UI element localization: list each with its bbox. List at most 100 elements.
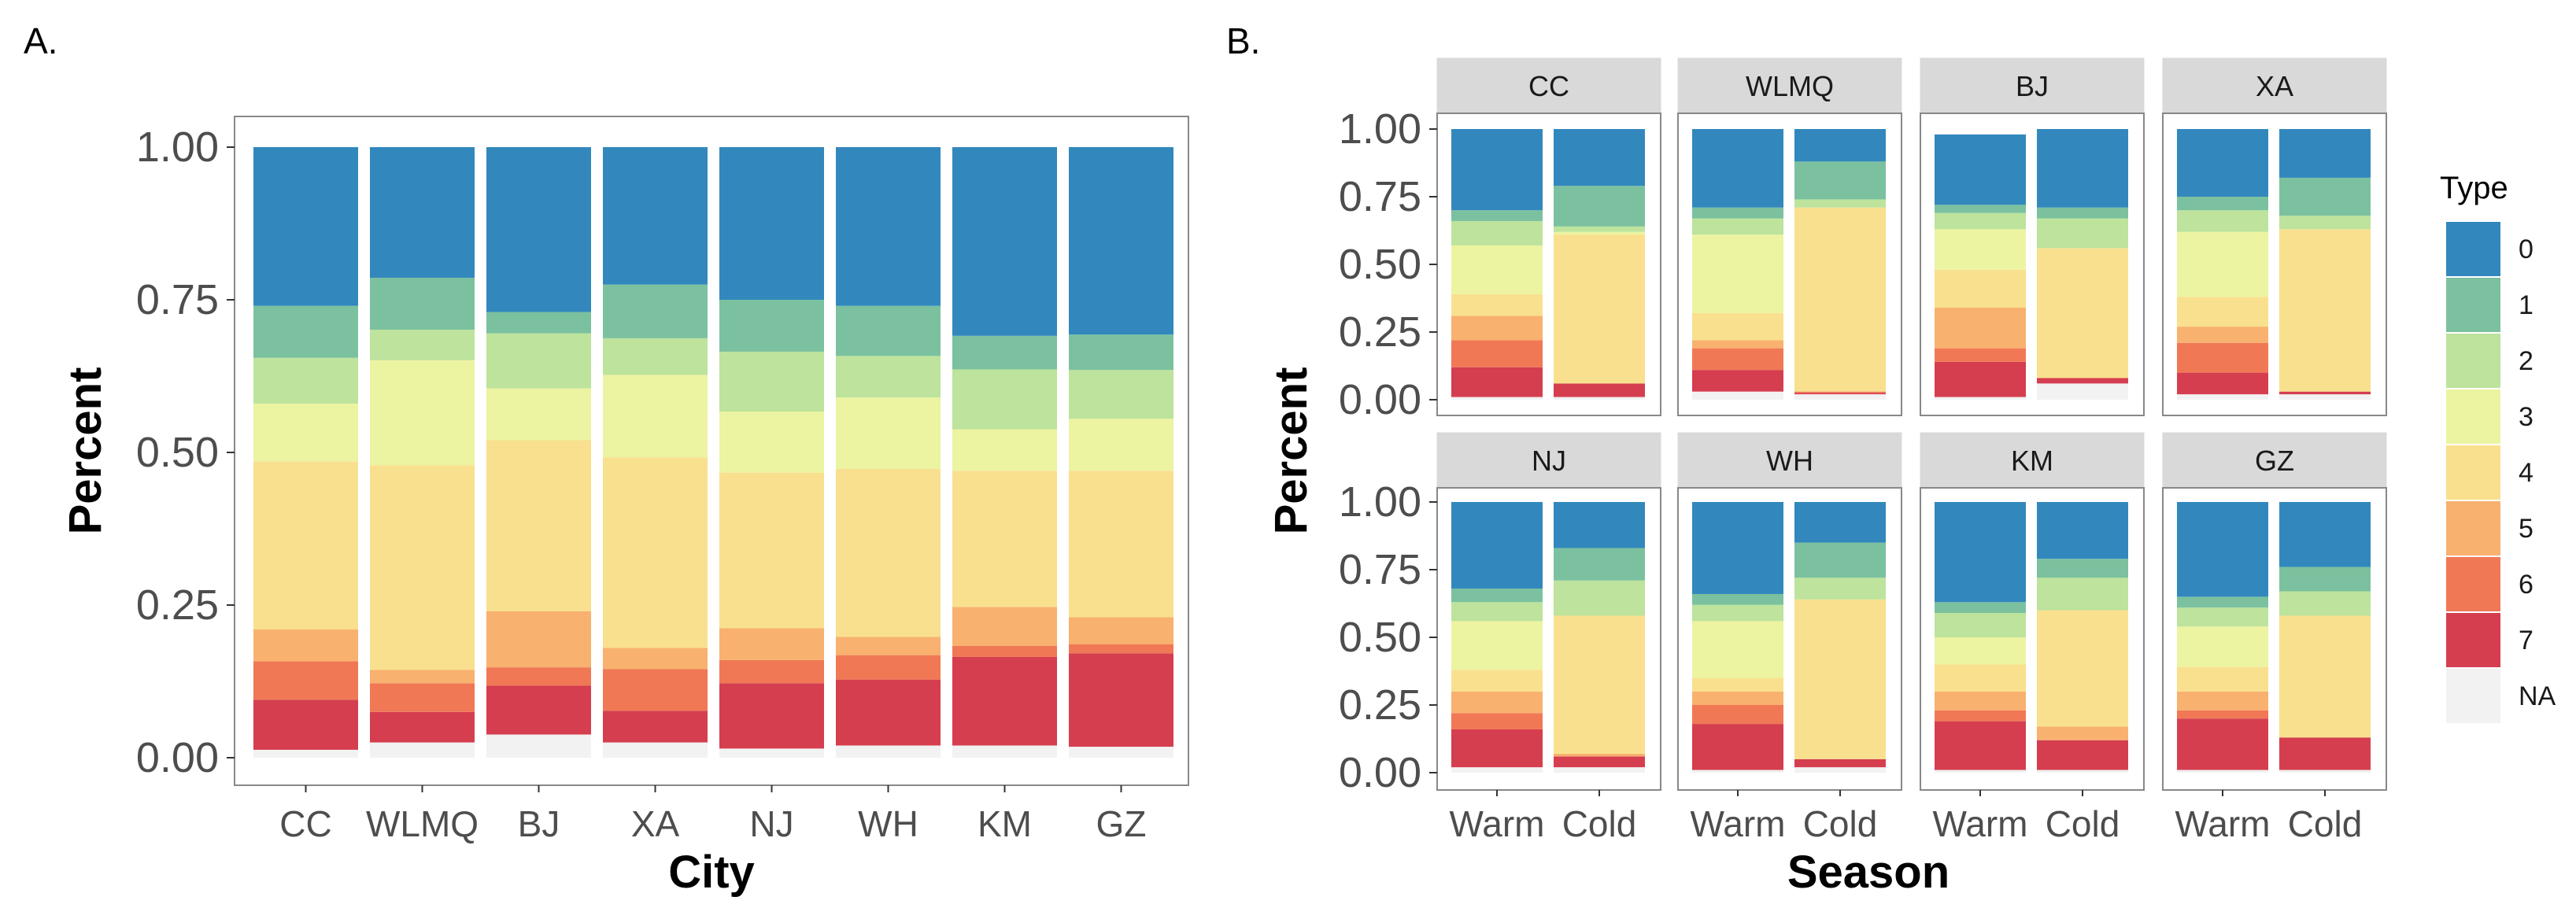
- bar-segment-BJ-Warm-type-NA: [1935, 397, 2026, 400]
- bar-segment-WLMQ-type-4: [370, 465, 475, 670]
- bar-segment-WH-type-3: [836, 397, 941, 469]
- bar-segment-KM-type-5: [952, 607, 1057, 646]
- bar-segment-CC-type-4: [253, 461, 358, 630]
- bar-segment-GZ-type-0: [1069, 147, 1173, 335]
- bar-segment-KM-Warm-type-7: [1935, 721, 2026, 770]
- legend-title: Type: [2440, 171, 2508, 205]
- x-tick-label: WH: [858, 803, 918, 844]
- x-tick-label: GZ: [1096, 803, 1147, 844]
- x-tick-label: Warm: [1691, 803, 1786, 844]
- bar-segment-KM-Warm-type-3: [1935, 637, 2026, 665]
- bar-segment-XA-type-3: [603, 375, 708, 458]
- bar-segment-WLMQ-Warm-type-3: [1692, 234, 1783, 313]
- legend-label: 5: [2519, 514, 2533, 544]
- bar-segment-CC-type-6: [253, 661, 358, 700]
- bar-segment-NJ-Warm-type-2: [1451, 602, 1543, 622]
- bar-segment-KM-type-2: [952, 369, 1057, 430]
- bar-segment-NJ-Warm-type-3: [1451, 621, 1543, 670]
- bar-segment-WLMQ-Warm-type-4: [1692, 312, 1783, 341]
- bar-segment-WLMQ-Warm-type-NA: [1692, 391, 1783, 400]
- bar-segment-BJ-Warm-type-4: [1935, 269, 2026, 308]
- bar-segment-CC-Warm-type-1: [1451, 210, 1543, 221]
- bar-segment-GZ-type-2: [1069, 370, 1173, 419]
- bar-segment-XA-type-4: [603, 457, 708, 648]
- legend-label: NA: [2519, 681, 2556, 711]
- bar-segment-GZ-type-6: [1069, 644, 1173, 654]
- bar-segment-XA-Warm-type-NA: [2177, 394, 2268, 400]
- y-tick-label: 0.25: [136, 581, 219, 629]
- bar-segment-CC-Warm-type-2: [1451, 220, 1543, 245]
- bar-segment-GZ-type-5: [1069, 617, 1173, 644]
- bar-segment-GZ-type-7: [1069, 653, 1173, 747]
- bar-segment-KM-Cold-type-0: [2037, 502, 2128, 559]
- bar-segment-CC-Warm-type-NA: [1451, 397, 1543, 400]
- bar-segment-GZ-Cold-type-1: [2279, 567, 2371, 592]
- facet-CC: CC: [1436, 57, 1661, 416]
- legend-label: 7: [2519, 626, 2533, 655]
- bar-segment-BJ-Warm-type-3: [1935, 229, 2026, 270]
- legend-swatch-2: [2446, 334, 2500, 388]
- facet-WLMQ: WLMQ: [1677, 57, 1902, 416]
- bar-segment-GZ-Warm-type-2: [2177, 607, 2268, 627]
- bar-segment-KM-type-1: [952, 335, 1057, 370]
- legend-label: 2: [2519, 346, 2533, 376]
- y-tick-label: 0.50: [136, 429, 219, 476]
- bar-segment-BJ-Cold-type-7: [2037, 378, 2128, 384]
- bar-segment-XA-Warm-type-3: [2177, 231, 2268, 297]
- bar-segment-BJ-Warm-type-0: [1935, 134, 2026, 205]
- facet-BJ: BJ: [1920, 57, 2145, 416]
- bar-segment-WH-type-5: [836, 637, 941, 655]
- y-tick-label: 1.00: [1339, 105, 1421, 153]
- bar-segment-GZ-Warm-type-7: [2177, 718, 2268, 770]
- bar-segment-XA-Cold-type-NA: [2279, 394, 2371, 400]
- bar-segment-NJ-Cold-type-4: [1554, 615, 1645, 754]
- panel-b-chart: CC WLMQ BJ XA NJ Warm Cold WH Warm Cold KM Warm Cold…: [1266, 57, 2387, 898]
- bar-segment-NJ-type-7: [719, 683, 824, 749]
- bar-segment-WH-Warm-type-7: [1692, 724, 1783, 770]
- bar-segment-WH-Warm-type-3: [1692, 621, 1783, 678]
- bar-segment-KM-type-7: [952, 656, 1057, 746]
- bar-segment-XA-type-1: [603, 284, 708, 338]
- bar-segment-KM-Cold-type-2: [2037, 578, 2128, 611]
- bar-segment-GZ-type-1: [1069, 334, 1173, 371]
- legend-swatch-6: [2446, 557, 2500, 611]
- bar-segment-CC-Warm-type-3: [1451, 245, 1543, 294]
- bar-segment-KM-Warm-type-0: [1935, 502, 2026, 603]
- bar-segment-GZ-Cold-type-2: [2279, 591, 2371, 616]
- bar-segment-NJ-type-2: [719, 351, 824, 412]
- bar-segment-WLMQ-type-5: [370, 670, 475, 684]
- bar-segment-BJ-type-6: [486, 667, 591, 686]
- bar-segment-GZ-Warm-type-1: [2177, 596, 2268, 608]
- bar-segment-WLMQ-type-1: [370, 278, 475, 330]
- bar-segment-NJ-type-4: [719, 472, 824, 629]
- legend-swatch-3: [2446, 389, 2500, 444]
- facet-strip-label: WH: [1766, 445, 1813, 477]
- legend-swatch-5: [2446, 501, 2500, 556]
- bar-segment-CC-Cold-type-1: [1554, 186, 1645, 227]
- bar-segment-BJ-Warm-type-6: [1935, 348, 2026, 362]
- y-tick-label: 1.00: [136, 124, 219, 171]
- bar-segment-CC-type-2: [253, 357, 358, 404]
- bar-segment-CC-type-3: [253, 403, 358, 462]
- bar-segment-BJ-type-1: [486, 312, 591, 334]
- bar-segment-KM-Warm-type-2: [1935, 613, 2026, 637]
- bar-segment-CC-Cold-type-0: [1554, 129, 1645, 186]
- bar-segment-NJ-type-3: [719, 412, 824, 473]
- facet-strip-label: BJ: [2016, 70, 2049, 102]
- bar-segment-NJ-type-5: [719, 628, 824, 660]
- y-tick-label: 0.25: [1339, 681, 1421, 729]
- bar-segment-XA-Warm-type-0: [2177, 129, 2268, 197]
- bar-segment-BJ-Warm-type-1: [1935, 205, 2026, 213]
- bar-segment-WH-Warm-type-0: [1692, 502, 1783, 594]
- facet-GZ: GZ Warm Cold: [2162, 432, 2387, 844]
- bar-segment-NJ-Warm-type-0: [1451, 502, 1543, 589]
- bar-segment-WH-type-0: [836, 147, 941, 306]
- bar-segment-WLMQ-Warm-type-1: [1692, 207, 1783, 219]
- bar-segment-CC-Warm-type-7: [1451, 367, 1543, 397]
- panel-a-x-axis-title: City: [668, 847, 755, 898]
- bar-segment-GZ-Warm-type-3: [2177, 626, 2268, 667]
- x-tick-label: Warm: [1450, 803, 1545, 844]
- bar-segment-WLMQ-type-3: [370, 360, 475, 466]
- x-tick-label: XA: [631, 803, 680, 844]
- x-tick-label: Cold: [1562, 803, 1637, 844]
